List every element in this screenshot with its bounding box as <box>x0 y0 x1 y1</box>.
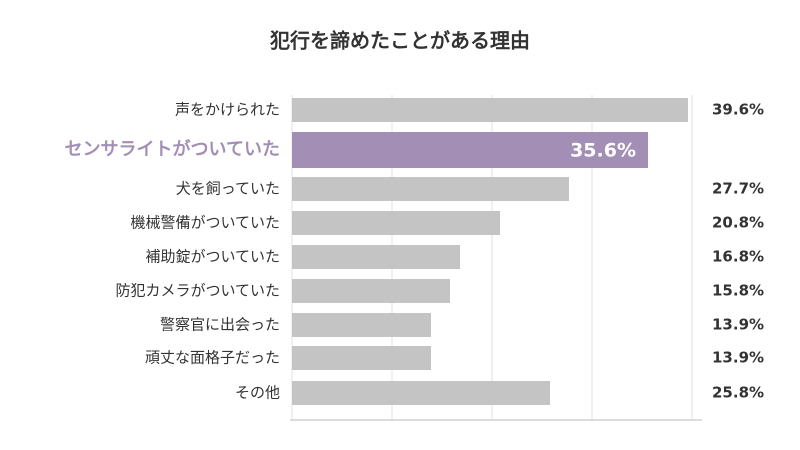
bar <box>292 279 450 303</box>
category-label: センサライトがついていた <box>65 138 280 160</box>
bar <box>292 211 500 235</box>
value-label: 20.8% <box>712 214 764 232</box>
chart-title: 犯行を諦めたことがある理由 <box>269 29 530 53</box>
value-label: 15.8% <box>712 282 764 300</box>
category-label: その他 <box>235 384 280 402</box>
category-label: 頑丈な面格子だった <box>145 349 280 367</box>
category-label: 警察官に出会った <box>160 316 280 334</box>
bar <box>292 245 460 269</box>
category-label: 犬を飼っていた <box>176 180 280 198</box>
value-label: 16.8% <box>712 248 764 266</box>
value-label: 35.6% <box>570 140 636 162</box>
value-label: 39.6% <box>712 101 764 119</box>
bar <box>292 346 431 370</box>
bar <box>292 177 569 201</box>
category-label: 機械警備がついていた <box>130 214 280 232</box>
value-label: 13.9% <box>712 316 764 334</box>
bar <box>292 98 688 122</box>
value-label: 25.8% <box>712 384 764 402</box>
value-label: 13.9% <box>712 349 764 367</box>
category-label: 補助錠がついていた <box>145 248 280 266</box>
bar <box>292 132 648 168</box>
category-label: 防犯カメラがついていた <box>115 282 280 300</box>
bar <box>292 313 431 337</box>
bar <box>292 381 550 405</box>
category-label: 声をかけられた <box>175 101 280 119</box>
value-label: 27.7% <box>712 180 764 198</box>
